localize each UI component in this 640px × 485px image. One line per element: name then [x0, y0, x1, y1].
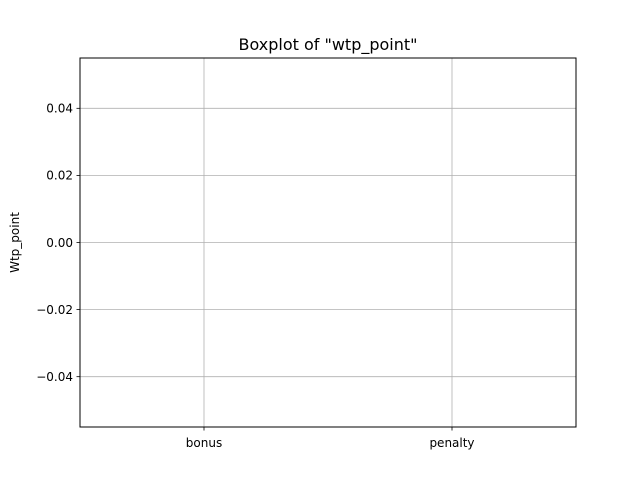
y-tick-label: −0.02 [36, 303, 73, 317]
y-axis-label: Wtp_point [8, 212, 22, 273]
ticks-layer: −0.04 −0.02 0.00 0.02 0.04 bonus penalty [36, 102, 474, 450]
x-tick-label-bonus: bonus [186, 436, 222, 450]
x-tick-label-penalty: penalty [429, 436, 474, 450]
grid-layer [80, 58, 576, 427]
y-tick-label: 0.04 [46, 102, 73, 116]
y-tick-label: 0.00 [46, 236, 73, 250]
chart-title: Boxplot of "wtp_point" [238, 35, 417, 55]
y-tick-label: −0.04 [36, 370, 73, 384]
y-tick-label: 0.02 [46, 169, 73, 183]
